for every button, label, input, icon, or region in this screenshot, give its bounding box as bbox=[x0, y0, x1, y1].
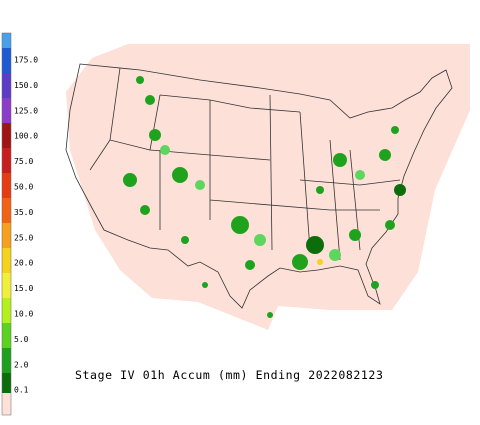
state-lines bbox=[89, 67, 401, 261]
legend-label: 100.0 bbox=[14, 132, 38, 141]
legend-label: 175.0 bbox=[14, 56, 38, 65]
legend-label: 20.0 bbox=[14, 259, 33, 268]
color-bar bbox=[1, 32, 12, 416]
caption: Stage IV 01h Accum (mm) Ending 202208212… bbox=[75, 368, 383, 382]
legend-label: 25.0 bbox=[14, 233, 33, 242]
analysis-domain bbox=[66, 44, 470, 330]
legend-label: 150.0 bbox=[14, 81, 38, 90]
country-outline bbox=[65, 63, 453, 309]
legend-label: 35.0 bbox=[14, 208, 33, 217]
precip-areas bbox=[123, 76, 406, 318]
legend-label: 2.0 bbox=[14, 360, 29, 369]
legend-label: 5.0 bbox=[14, 335, 29, 344]
legend-label: 15.0 bbox=[14, 284, 33, 293]
legend-label: 0.1 bbox=[14, 386, 29, 395]
legend-label: 10.0 bbox=[14, 310, 33, 319]
legend-label: 125.0 bbox=[14, 106, 38, 115]
legend-label: 50.0 bbox=[14, 183, 33, 192]
legend-label: 75.0 bbox=[14, 157, 33, 166]
